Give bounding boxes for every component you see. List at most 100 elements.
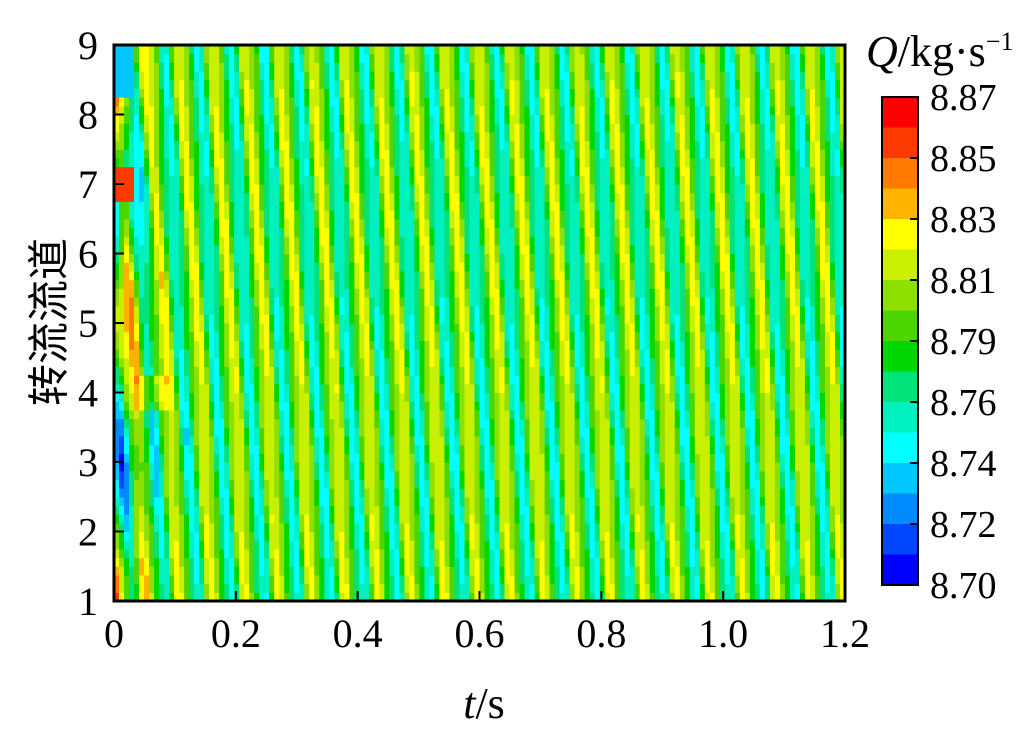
heatmap-cell [514, 435, 521, 446]
heatmap-cell [679, 470, 686, 480]
heatmap-cell [744, 470, 751, 480]
heatmap-cell [319, 462, 325, 472]
heatmap-cell [169, 574, 175, 585]
heatmap-cell [799, 583, 806, 593]
heatmap-cell [609, 505, 616, 515]
heatmap-cell [164, 583, 170, 593]
heatmap-cell [174, 331, 180, 341]
heatmap-cell [614, 574, 621, 585]
heatmap-cell [369, 340, 375, 350]
heatmap-cell [239, 296, 245, 307]
heatmap-cell [259, 418, 265, 428]
heatmap-cell [684, 323, 691, 333]
heatmap-cell [379, 435, 385, 446]
heatmap-cell [219, 505, 225, 515]
heatmap-cell [674, 479, 681, 489]
heatmap-cell [459, 340, 466, 350]
heatmap-cell [319, 435, 325, 446]
heatmap-cell [769, 496, 776, 507]
heatmap-cell [839, 566, 845, 576]
heatmap-cell [644, 566, 651, 576]
heatmap-cell [544, 305, 551, 315]
heatmap-cell [129, 444, 135, 454]
heatmap-cell [309, 418, 315, 428]
heatmap-cell [234, 514, 240, 524]
heatmap-cell [819, 444, 826, 454]
heatmap-cell [194, 444, 200, 454]
heatmap-cell [549, 592, 556, 601]
heatmap-cell [144, 435, 150, 446]
heatmap-cell [599, 505, 606, 515]
heatmap-cell [654, 531, 661, 541]
heatmap-cell [124, 323, 130, 333]
heatmap-cell [444, 444, 451, 454]
heatmap-cell [309, 531, 315, 541]
heatmap-cell [174, 531, 180, 541]
heatmap-cell [614, 496, 621, 507]
heatmap-cell [444, 453, 451, 463]
heatmap-cell [554, 540, 561, 550]
heatmap-cell [549, 383, 556, 394]
heatmap-cell [474, 418, 481, 428]
heatmap-cell [599, 540, 606, 550]
heatmap-cell [379, 592, 385, 601]
heatmap-cell [754, 479, 761, 489]
heatmap-cell [259, 314, 265, 324]
heatmap-cell [369, 540, 375, 550]
heatmap-cell [589, 453, 596, 463]
heatmap-cell [559, 392, 566, 402]
heatmap-cell [434, 453, 441, 463]
heatmap-cell [604, 392, 611, 402]
heatmap-cell [284, 583, 290, 593]
heatmap-cell [324, 340, 330, 350]
heatmap-cell [604, 531, 611, 541]
heatmap-cell [139, 435, 145, 446]
heatmap-cell [389, 470, 395, 480]
heatmap-cell [664, 488, 671, 498]
heatmap-cell [544, 401, 551, 411]
heatmap-cell [199, 357, 205, 368]
heatmap-cell [744, 583, 751, 593]
heatmap-cell [729, 548, 736, 559]
heatmap-cell [814, 357, 821, 368]
heatmap-cell [839, 323, 845, 333]
heatmap-cell [604, 340, 611, 350]
heatmap-cell [669, 592, 676, 601]
heatmap-cell [399, 435, 405, 446]
heatmap-cell [534, 349, 541, 359]
heatmap-cell [774, 409, 781, 420]
heatmap-cell [824, 566, 831, 576]
heatmap-cell [334, 392, 340, 402]
heatmap-cell [509, 401, 516, 411]
heatmap-cell [169, 435, 175, 446]
heatmap-cell [244, 383, 250, 394]
heatmap-cell [674, 505, 681, 515]
heatmap-cell [399, 505, 405, 515]
heatmap-cell [564, 323, 571, 333]
heatmap-cell [404, 305, 411, 315]
heatmap-cell [159, 349, 165, 359]
heatmap-cell [629, 409, 636, 420]
heatmap-cell [754, 574, 761, 585]
heatmap-cell [154, 349, 160, 359]
heatmap-cell [309, 409, 315, 420]
heatmap-cell [194, 418, 200, 428]
heatmap-cell [539, 574, 546, 585]
heatmap-cell [334, 470, 340, 480]
heatmap-cell [224, 540, 230, 550]
heatmap-cell [729, 340, 736, 350]
heatmap-cell [279, 366, 285, 376]
heatmap-cell [384, 479, 390, 489]
heatmap-cell [319, 505, 325, 515]
heatmap-cell [299, 557, 305, 567]
heatmap-cell [424, 349, 431, 359]
heatmap-cell [144, 392, 150, 402]
heatmap-cell [474, 488, 481, 498]
heatmap-cell [249, 340, 255, 350]
heatmap-cell [809, 357, 816, 368]
heatmap-cell [564, 583, 571, 593]
heatmap-cell [269, 540, 275, 550]
heatmap-cell [434, 383, 441, 394]
heatmap-cell [249, 479, 255, 489]
heatmap-cell [564, 409, 571, 420]
